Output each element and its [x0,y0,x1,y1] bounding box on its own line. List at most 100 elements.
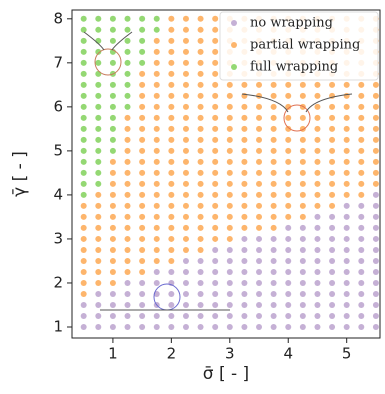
dot [299,312,306,319]
dot [182,37,189,44]
dot [285,268,292,275]
dot [109,37,116,44]
dot [197,92,204,99]
dot [153,15,160,22]
dot [314,125,321,132]
dot [285,290,292,297]
dot [299,224,306,231]
dot [80,279,87,286]
dot [256,290,263,297]
dot [182,246,189,253]
dot [226,224,233,231]
dot [95,70,102,77]
dot [226,268,233,275]
dot [270,246,277,253]
dot [270,180,277,187]
dot [80,48,87,55]
dot [226,169,233,176]
dot [80,70,87,77]
dot [124,180,131,187]
dot [139,114,146,121]
dot [168,59,175,66]
dot [168,81,175,88]
dot [124,136,131,143]
dot [212,301,219,308]
dot [256,147,263,154]
dot [285,312,292,319]
dot [285,191,292,198]
dot [270,257,277,264]
dot [182,323,189,330]
dot [358,180,365,187]
dot [182,136,189,143]
dot [329,301,336,308]
dot [285,136,292,143]
dot [314,301,321,308]
dot [109,279,116,286]
dot [168,169,175,176]
dot [182,268,189,275]
dot [109,213,116,220]
dot [285,235,292,242]
dot [299,180,306,187]
dot [226,81,233,88]
dot [226,92,233,99]
dot [329,147,336,154]
dot [299,169,306,176]
dot [358,191,365,198]
dot [256,136,263,143]
dot [80,191,87,198]
dot [329,191,336,198]
y-axis-label: γ̄ [ - ] [10,151,30,197]
dot [372,290,379,297]
legend-label: partial wrapping [250,38,360,53]
sketch-circle [94,48,122,76]
dot [168,213,175,220]
dot [182,81,189,88]
dot [109,169,116,176]
dot [168,257,175,264]
dot [168,290,175,297]
dot [329,125,336,132]
dot [314,257,321,264]
dot [124,312,131,319]
dot [168,268,175,275]
dot [285,169,292,176]
dot [153,191,160,198]
dot [182,191,189,198]
dot [270,92,277,99]
dot [270,136,277,143]
dot [226,246,233,253]
legend-label: no wrapping [250,16,333,31]
dot [372,136,379,143]
dot [139,301,146,308]
dot [80,26,87,33]
dot [124,26,131,33]
dot [139,15,146,22]
dot [197,147,204,154]
dot [212,290,219,297]
dot [329,268,336,275]
dot [109,191,116,198]
dot [226,158,233,165]
dot [329,114,336,121]
dot [197,191,204,198]
dot [329,224,336,231]
dot [153,169,160,176]
dot [241,114,248,121]
dot [358,136,365,143]
dot [343,290,350,297]
dot [314,268,321,275]
dot [95,290,102,297]
dot [329,103,336,110]
y-tick-label: 8 [53,9,63,27]
dot [153,26,160,33]
dot [212,268,219,275]
dot [197,224,204,231]
dot [109,301,116,308]
dot [285,257,292,264]
dot [124,290,131,297]
dot [314,279,321,286]
dot [124,103,131,110]
dot [95,125,102,132]
